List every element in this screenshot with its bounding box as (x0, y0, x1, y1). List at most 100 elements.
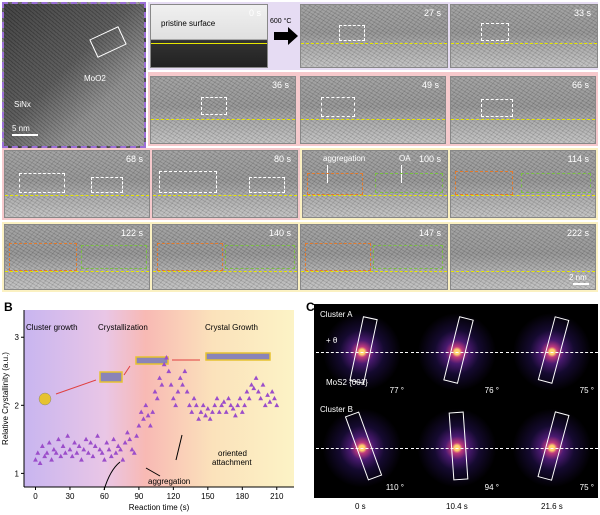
frame-49s: 49 s (300, 76, 446, 144)
down-arrow-icon (401, 165, 402, 183)
data-point (175, 389, 181, 394)
scale-bar (573, 283, 589, 285)
data-point (242, 402, 247, 408)
data-point (143, 402, 149, 408)
frame-time: 27 s (423, 8, 441, 18)
cluster-box (19, 173, 65, 193)
frame-68s: 68 s (4, 150, 150, 218)
cluster-a-box (455, 171, 513, 195)
oa-annotation: oriented attachment (212, 449, 252, 467)
data-point (249, 382, 254, 387)
x-axis-title: Reaction time (s) (129, 503, 190, 512)
frame-80s: 80 s (152, 150, 298, 218)
y-axis-title: Relative Crystallinity (a.u.) (1, 352, 10, 445)
crystal-illustration (205, 352, 271, 361)
surface-line (5, 271, 149, 272)
reference-line (316, 448, 408, 449)
data-point (269, 389, 275, 394)
data-point (74, 450, 80, 455)
cluster-box (339, 25, 365, 41)
data-point (255, 389, 261, 394)
x-tick-label: 30 (66, 492, 75, 501)
frame-27s: 27 s (300, 4, 448, 68)
data-point (35, 450, 41, 455)
temp-label: 600 °C (270, 18, 292, 25)
data-point (102, 457, 107, 462)
data-point (177, 375, 183, 380)
data-point (154, 395, 160, 401)
cluster-b-box (81, 245, 147, 269)
data-point (233, 412, 238, 418)
frame-time: 66 s (571, 80, 589, 90)
theta-label: + θ (326, 336, 338, 345)
angle-label: 94 ° (484, 483, 499, 492)
tem-overview-image: SiNx MoO2 5 nm (2, 2, 146, 148)
cluster-box (91, 177, 123, 193)
cluster-box (159, 171, 217, 193)
data-point (253, 375, 259, 380)
data-point (272, 395, 277, 401)
scatter-series (33, 355, 280, 465)
angle-label: 110 ° (385, 483, 404, 492)
surface-line (151, 43, 267, 44)
arrow-icon (123, 365, 131, 376)
data-point (127, 436, 133, 442)
data-point (85, 450, 91, 455)
surface-line (301, 43, 447, 44)
frame-140s: 140 s (152, 224, 298, 290)
data-point (83, 436, 89, 442)
scale-label: 5 nm (12, 124, 30, 133)
cluster-a-box (157, 243, 223, 271)
data-point (170, 395, 176, 401)
data-point (49, 457, 54, 462)
time-label: 10.4 s (446, 502, 468, 511)
orientation-box (349, 316, 379, 385)
data-point (97, 446, 103, 452)
data-point (212, 402, 218, 408)
plot-background (24, 310, 294, 487)
frame-time: 80 s (273, 154, 291, 164)
data-point (37, 460, 43, 465)
cluster-b-box (521, 173, 591, 193)
data-point (81, 446, 87, 452)
data-point (159, 382, 165, 387)
data-point (62, 450, 68, 455)
data-point (33, 457, 38, 462)
data-point (92, 443, 98, 448)
cluster-a-box (9, 243, 77, 271)
x-tick-label: 120 (167, 492, 181, 501)
data-point (210, 409, 215, 414)
data-point (104, 440, 110, 445)
scale-bar (12, 134, 38, 136)
data-point (265, 392, 270, 397)
panel-b-label: B (4, 300, 13, 314)
data-point (196, 416, 202, 421)
data-point (56, 436, 61, 442)
frame-time: 33 s (573, 8, 591, 18)
cluster-illustration (99, 371, 123, 383)
cluster-box (249, 177, 285, 193)
frame-time: 140 s (268, 228, 291, 238)
data-point (67, 446, 73, 452)
data-point (120, 457, 126, 462)
surface-line (451, 43, 597, 44)
surface-line (451, 271, 595, 272)
data-point (72, 440, 77, 445)
surface-line (451, 119, 595, 120)
data-point (258, 395, 264, 401)
data-point (191, 395, 197, 401)
reference-line (316, 352, 408, 353)
reference-line (506, 352, 598, 353)
data-point (237, 395, 243, 401)
cluster-a-box (307, 173, 363, 195)
data-point (113, 450, 119, 455)
data-point (95, 433, 100, 438)
data-point (122, 440, 128, 445)
data-point (152, 389, 158, 394)
data-point (90, 453, 96, 459)
data-point (235, 402, 241, 408)
data-point (118, 446, 123, 452)
data-point (138, 409, 144, 414)
frame-122s: 122 s (4, 224, 150, 290)
reference-line (411, 352, 503, 353)
